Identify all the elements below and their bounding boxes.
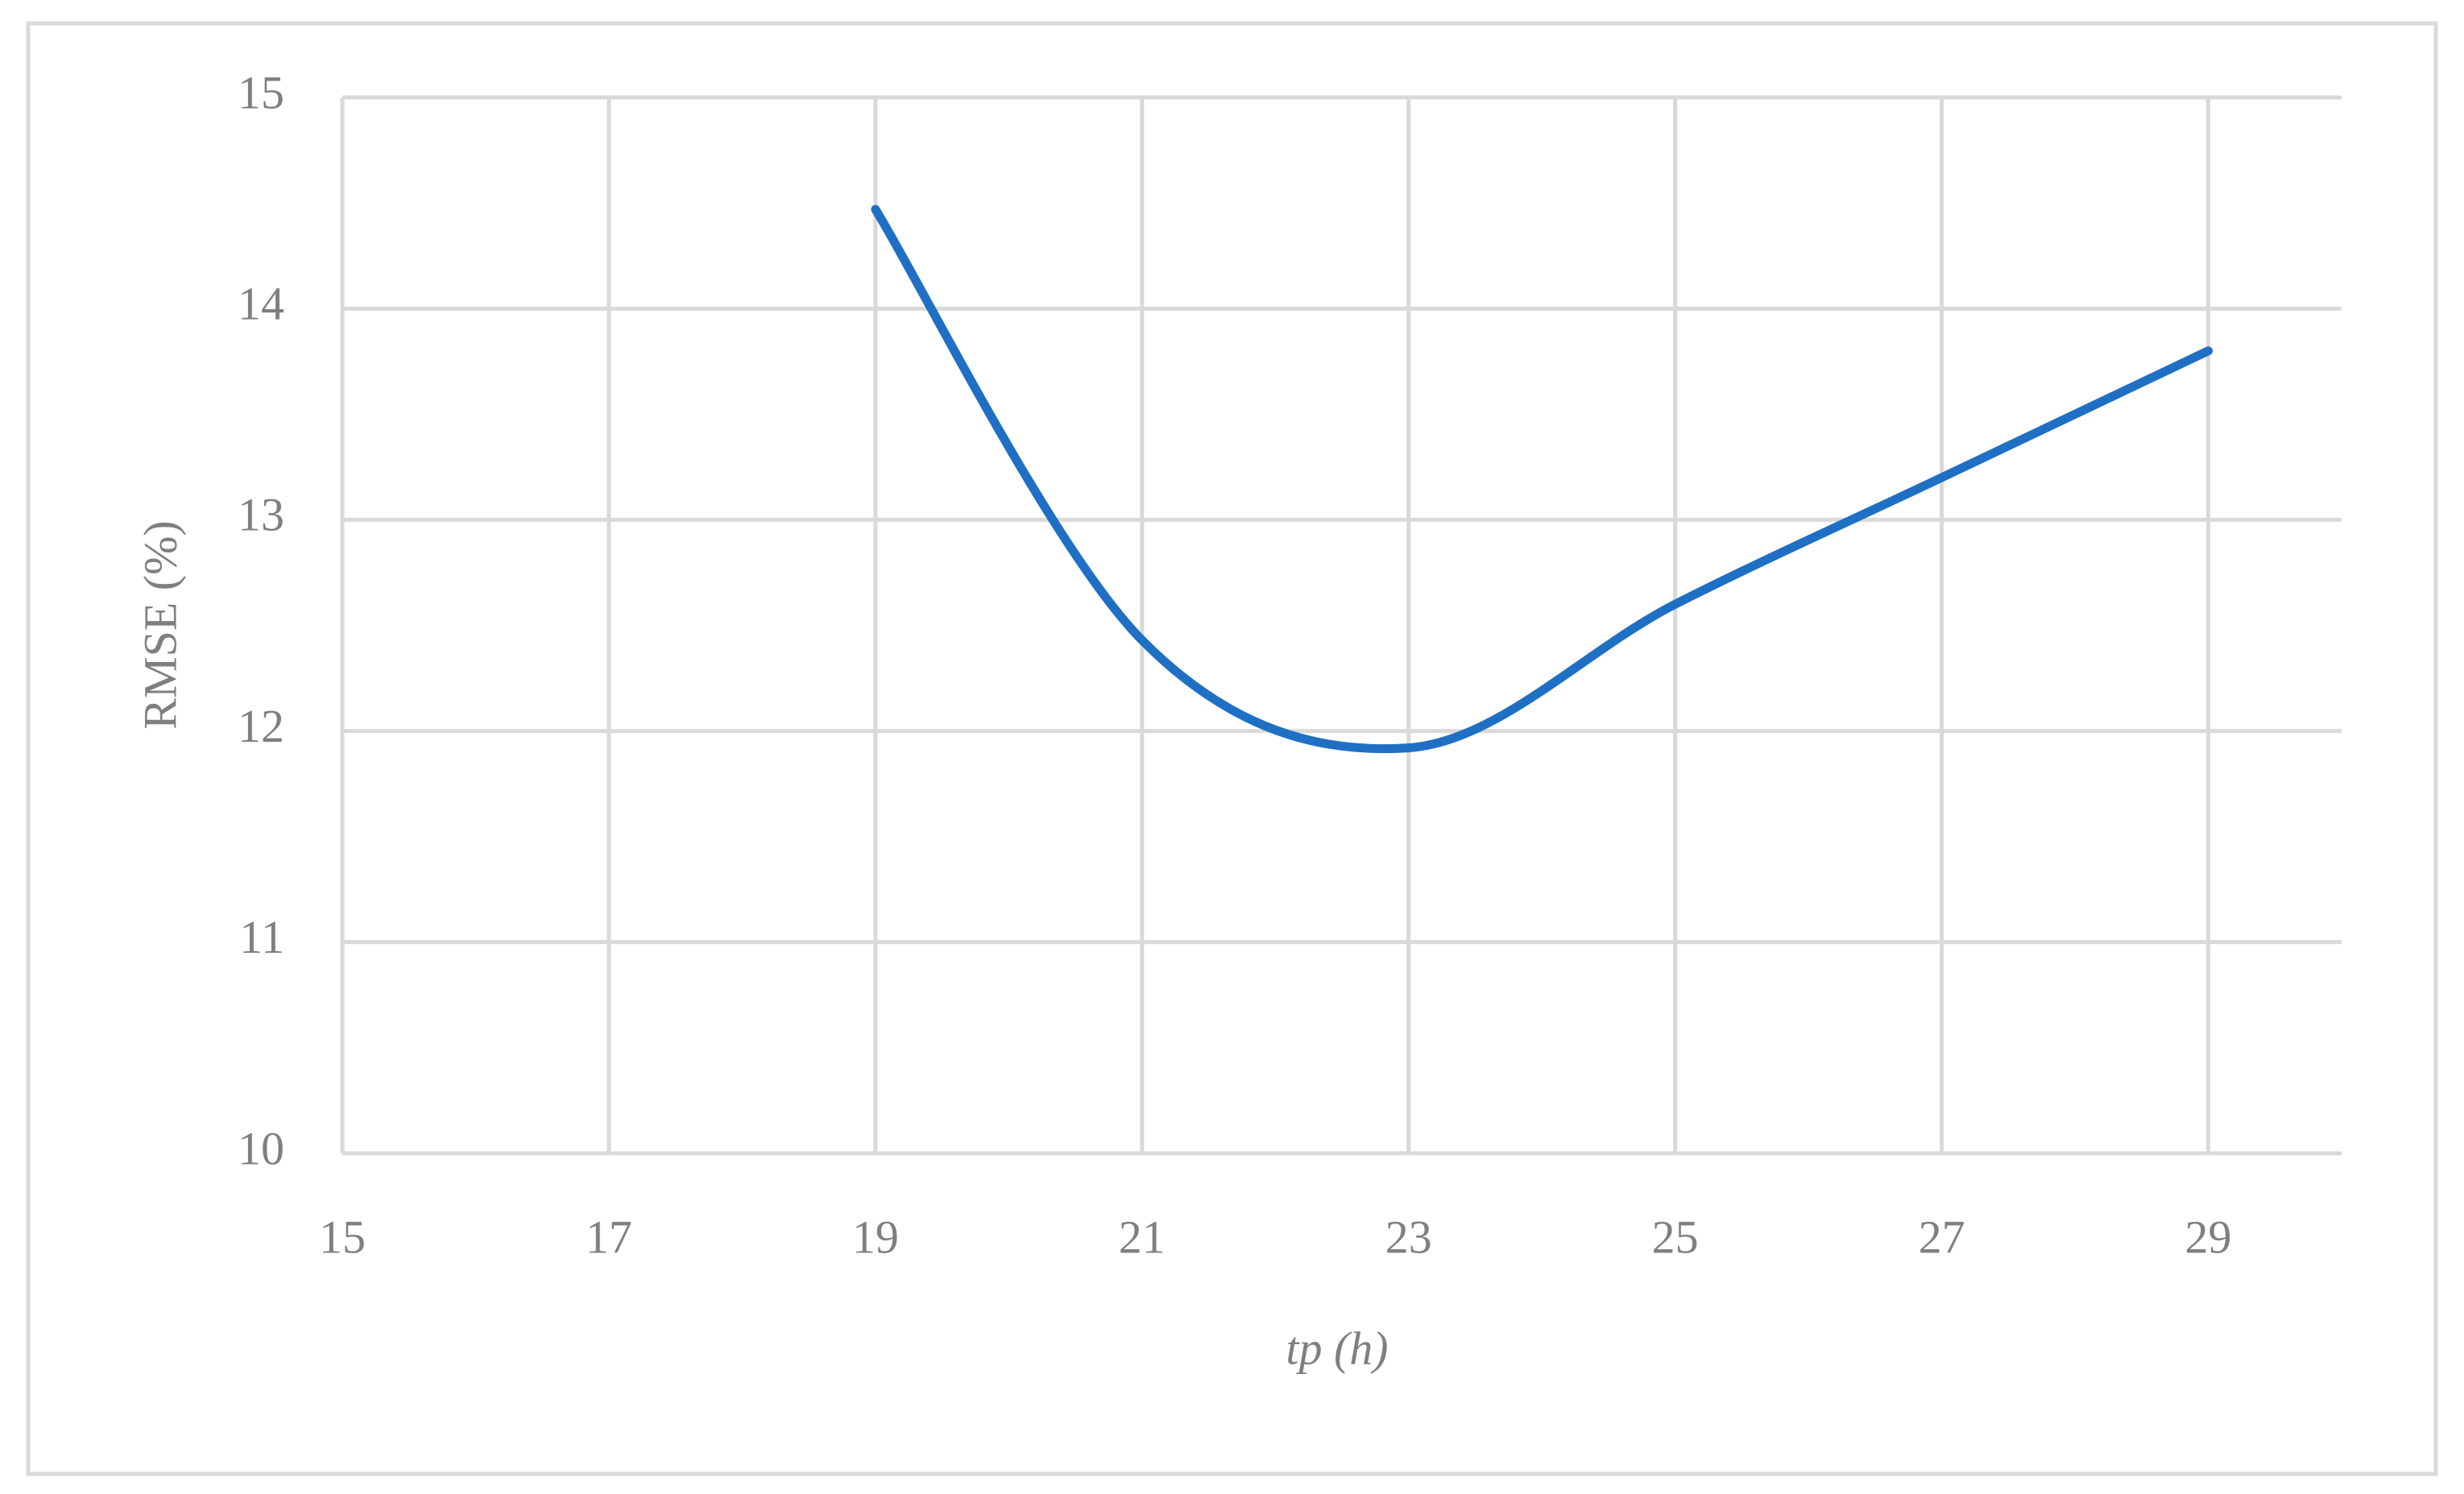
y-tick-label: 10 (238, 1122, 284, 1174)
y-axis-label: RMSE (%) (134, 520, 186, 729)
y-tick-label: 12 (238, 700, 284, 752)
x-tick-label: 17 (586, 1211, 632, 1263)
chart-border (26, 21, 2438, 1476)
x-tick-label: 25 (1652, 1211, 1699, 1263)
x-tick-label: 15 (319, 1211, 366, 1263)
y-tick-label: 14 (238, 278, 284, 330)
y-tick-label: 11 (239, 911, 284, 963)
x-tick-label: 19 (852, 1211, 899, 1263)
x-tick-label: 29 (2185, 1211, 2232, 1263)
x-tick-label: 21 (1119, 1211, 1166, 1263)
y-tick-label: 15 (238, 66, 284, 118)
x-axis-label: tp (h) (1286, 1322, 1388, 1374)
x-tick-label: 27 (1919, 1211, 1965, 1263)
y-tick-label: 13 (238, 489, 284, 541)
data-line (871, 205, 2213, 754)
x-tick-label: 23 (1385, 1211, 1432, 1263)
